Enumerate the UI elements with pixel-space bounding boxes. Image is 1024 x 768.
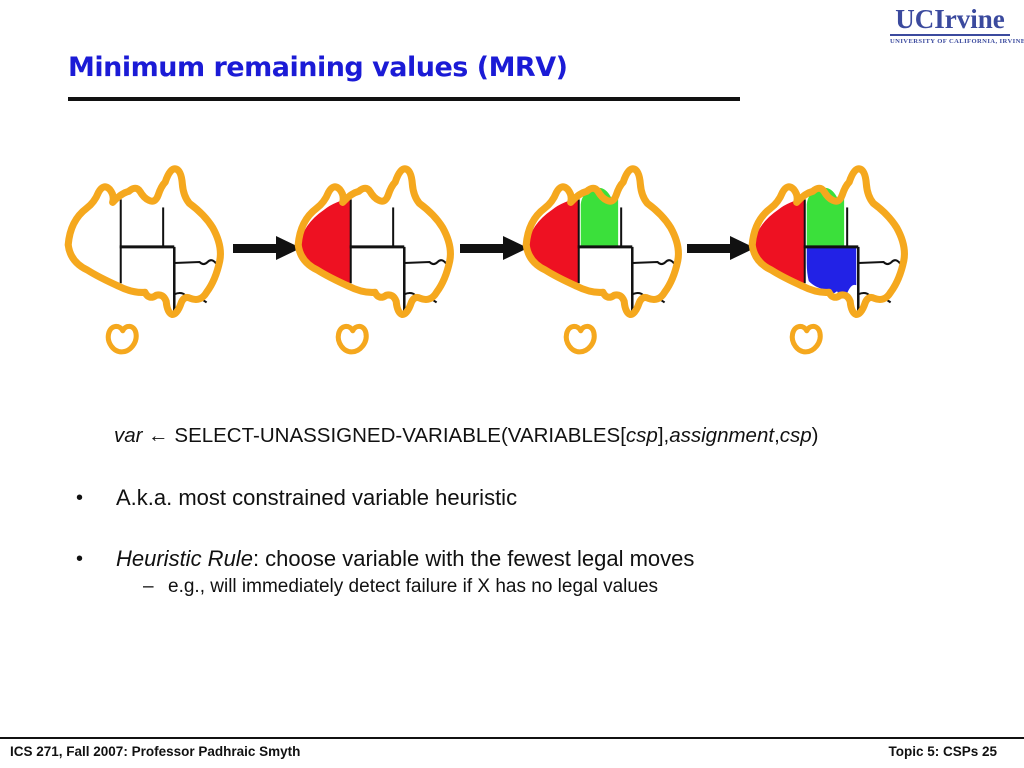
pseudocode-func: SELECT-UNASSIGNED-VARIABLE(VARIABLES[ bbox=[174, 424, 626, 447]
pseudocode-arg-csp1: csp bbox=[625, 424, 658, 447]
australia-map-step-1 bbox=[292, 164, 462, 362]
bullet-heuristic-rule: • Heuristic Rule: choose variable with th… bbox=[76, 546, 694, 572]
uci-logo-wordmark: UCIrvine bbox=[895, 4, 1005, 34]
step-arrow-3-icon bbox=[687, 236, 755, 261]
bullet-marker: • bbox=[76, 487, 84, 509]
australia-map-step-3-svg bbox=[748, 165, 908, 355]
sub-bullet-eg-text: e.g., will immediately detect failure if… bbox=[168, 576, 659, 597]
australia-map-step-1-svg bbox=[294, 165, 454, 355]
pseudocode-arg-csp2: csp bbox=[779, 424, 812, 447]
footer-course-label: ICS 271, Fall 2007: Professor Padhraic S… bbox=[10, 744, 301, 759]
pseudocode-line: var ← SELECT-UNASSIGNED-VARIABLE(VARIABL… bbox=[114, 424, 819, 447]
bullet-heuristic-rule-em: Heuristic Rule bbox=[116, 546, 253, 571]
bullet-marker: • bbox=[76, 548, 84, 570]
footer-topic-page-label: Topic 5: CSPs 25 bbox=[888, 744, 997, 759]
pseudocode-arg-assignment: assignment bbox=[669, 424, 775, 447]
title-underline bbox=[68, 97, 740, 101]
dash-marker: – bbox=[143, 576, 154, 597]
australia-map-step-2 bbox=[520, 164, 690, 362]
australia-map-step-0-svg bbox=[64, 165, 224, 355]
pseudocode-arrow: ← bbox=[142, 424, 175, 447]
slide-title: Minimum remaining values (MRV) bbox=[68, 52, 568, 83]
step-arrow-1-icon bbox=[233, 236, 301, 261]
uci-logo: UCIrvine UNIVERSITY OF CALIFORNIA, IRVIN… bbox=[890, 4, 1024, 45]
sub-bullet-eg: – e.g., will immediately detect failure i… bbox=[143, 576, 658, 598]
bullet-heuristic-rule-text: : choose variable with the fewest legal … bbox=[252, 546, 695, 571]
australia-map-step-3 bbox=[746, 164, 916, 362]
pseudocode-var: var bbox=[114, 424, 143, 447]
uci-logo-rule bbox=[890, 34, 1010, 36]
uci-logo-subtitle: UNIVERSITY OF CALIFORNIA, IRVINE bbox=[890, 38, 1024, 45]
bullet-aka-text: A.k.a. most constrained variable heurist… bbox=[116, 485, 518, 510]
footer-rule bbox=[0, 737, 1024, 739]
australia-map-step-0 bbox=[62, 164, 232, 362]
australia-map-step-2-svg bbox=[522, 165, 682, 355]
step-arrow-2-icon bbox=[460, 236, 528, 261]
bullet-aka: • A.k.a. most constrained variable heuris… bbox=[76, 485, 517, 511]
